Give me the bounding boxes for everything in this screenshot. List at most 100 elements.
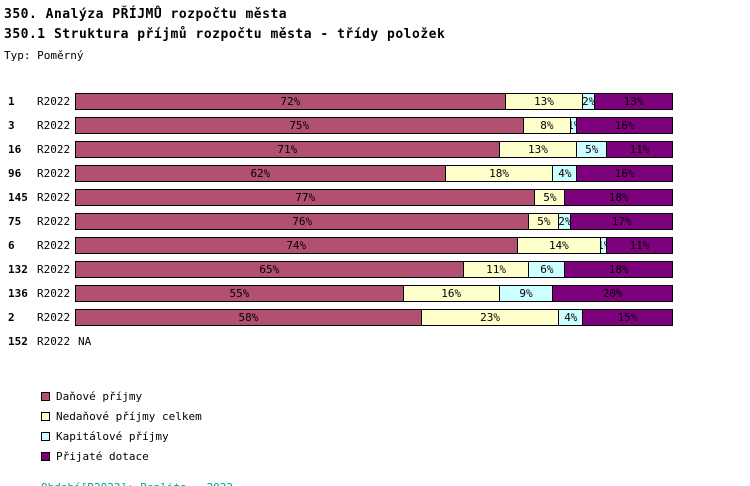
row-period-label: R2022 (37, 214, 71, 228)
segment-value-label: 76% (292, 214, 313, 228)
segment-value-label: 58% (238, 310, 259, 324)
bar-segment: 74% (75, 236, 518, 254)
legend-swatch (41, 451, 50, 461)
segment-value-label: 4% (558, 166, 572, 180)
chart-row: 132 R2022 65% 11% 6% 18% (0, 257, 750, 281)
bar-segment: 11% (607, 236, 673, 254)
bar-segment: 17% (571, 212, 673, 230)
stacked-bar: 71% 13% 5% 11% (75, 140, 673, 158)
row-category-label: 136 (8, 286, 28, 300)
bar-segment: 16% (577, 116, 673, 134)
row-category-label: 1 (8, 94, 15, 108)
bar-segment: 4% (553, 164, 578, 182)
segment-value-label: 17% (611, 214, 632, 228)
bar-segment: 18% (445, 164, 554, 182)
segment-value-label: 77% (295, 190, 316, 204)
chart-row: 3 R2022 75% 8% 1% 16% (0, 113, 750, 137)
segment-value-label: 6% (540, 262, 554, 276)
legend-swatch (41, 431, 50, 441)
stacked-bar-chart: 1 R2022 72% 13% 2% 13% 3 R2022 75% 8% 1% 16% 16 R2022… (0, 89, 750, 353)
row-period-label: R2022 (37, 142, 71, 156)
stacked-bar: 72% 13% 2% 13% (75, 92, 673, 110)
bar-segment: 62% (75, 164, 446, 182)
segment-value-label: 62% (250, 166, 271, 180)
segment-value-label: 18% (489, 166, 509, 180)
chart-row: 152 R2022 NA (0, 329, 750, 353)
segment-value-label: 9% (519, 286, 533, 300)
chart-row: 1 R2022 72% 13% 2% 13% (0, 89, 750, 113)
segment-value-label: 16% (614, 118, 635, 132)
legend-item: Daňové příjmy (41, 386, 750, 406)
bar-segment: 2% (559, 212, 572, 230)
bar-segment: 5% (535, 188, 566, 206)
bar-segment: 1% (601, 236, 608, 254)
row-period-label: R2022 (37, 190, 71, 204)
segment-value-label: 14% (548, 238, 569, 252)
bar-segment: 13% (499, 140, 578, 158)
segment-value-label: 75% (289, 118, 310, 132)
bar-segment: 6% (529, 260, 566, 278)
segment-value-label: 1% (571, 120, 576, 131)
bar-segment: 75% (75, 116, 524, 134)
bar-segment: 2% (583, 92, 596, 110)
segment-value-label: 2% (583, 94, 596, 108)
page-subtitle: 350.1 Struktura příjmů rozpočtu města - … (4, 27, 446, 42)
bar-segment: 13% (505, 92, 584, 110)
segment-value-label: 74% (286, 238, 307, 252)
chart-row: 136 R2022 55% 16% 9% 20% (0, 281, 750, 305)
footer-period: Období[R2022]: Realita - 2022 (41, 481, 750, 486)
row-period-label: R2022 (37, 334, 71, 348)
bar-segment: 5% (529, 212, 560, 230)
bar-segment: 71% (75, 140, 500, 158)
chart-row: 2 R2022 58% 23% 4% 15% (0, 305, 750, 329)
row-category-label: 16 (8, 142, 22, 156)
bar-segment: 58% (75, 308, 422, 326)
legend-swatch (41, 411, 50, 421)
segment-value-label: 1% (601, 240, 606, 251)
stacked-bar: 55% 16% 9% 20% (75, 284, 673, 302)
chart-row: 145 R2022 77% 5% 18% (0, 185, 750, 209)
segment-value-label: 18% (608, 190, 629, 204)
row-period-label: R2022 (37, 310, 71, 324)
bar-segment: 1% (571, 116, 578, 134)
segment-value-label: 11% (629, 142, 650, 156)
segment-value-label: 5% (585, 142, 599, 156)
bar-segment: 11% (463, 260, 530, 278)
bar-segment: 11% (607, 140, 673, 158)
stacked-bar: 58% 23% 4% 15% (75, 308, 673, 326)
segment-value-label: 20% (602, 286, 623, 300)
bar-segment: 18% (565, 260, 673, 278)
row-period-label: R2022 (37, 286, 71, 300)
legend-item: Nedaňové příjmy celkem (41, 406, 750, 426)
bar-segment: 16% (403, 284, 500, 302)
bar-segment: 8% (523, 116, 572, 134)
row-category-label: 96 (8, 166, 22, 180)
segment-value-label: 13% (533, 94, 554, 108)
row-period-label: R2022 (37, 262, 71, 276)
segment-value-label: 65% (259, 262, 280, 276)
segment-value-label: 71% (277, 142, 298, 156)
row-period-label: R2022 (37, 238, 71, 252)
chart-row: 75 R2022 76% 5% 2% 17% (0, 209, 750, 233)
segment-value-label: 5% (537, 214, 551, 228)
segment-value-label: 55% (229, 286, 250, 300)
legend-item: Přijaté dotace (41, 446, 750, 466)
chart-row: 16 R2022 71% 13% 5% 11% (0, 137, 750, 161)
row-category-label: 75 (8, 214, 22, 228)
row-category-label: 3 (8, 118, 15, 132)
stacked-bar: 65% 11% 6% 18% (75, 260, 673, 278)
legend-item: Kapitálové příjmy (41, 426, 750, 446)
bar-segment: 20% (553, 284, 673, 302)
stacked-bar: 74% 14% 1% 11% (75, 236, 673, 254)
stacked-bar: 76% 5% 2% 17% (75, 212, 673, 230)
segment-value-label: 16% (441, 286, 462, 300)
bar-segment: 9% (499, 284, 554, 302)
legend-item-label: Nedaňové příjmy celkem (56, 409, 202, 423)
segment-value-label: 13% (528, 142, 548, 156)
segment-value-label: 23% (480, 310, 501, 324)
row-category-label: 6 (8, 238, 15, 252)
bar-segment: 15% (583, 308, 673, 326)
row-category-label: 152 (8, 334, 28, 348)
row-period-label: R2022 (37, 118, 71, 132)
bar-segment: 72% (75, 92, 506, 110)
